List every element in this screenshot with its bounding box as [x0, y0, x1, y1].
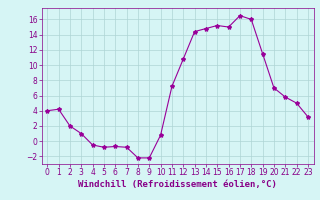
X-axis label: Windchill (Refroidissement éolien,°C): Windchill (Refroidissement éolien,°C) [78, 180, 277, 189]
